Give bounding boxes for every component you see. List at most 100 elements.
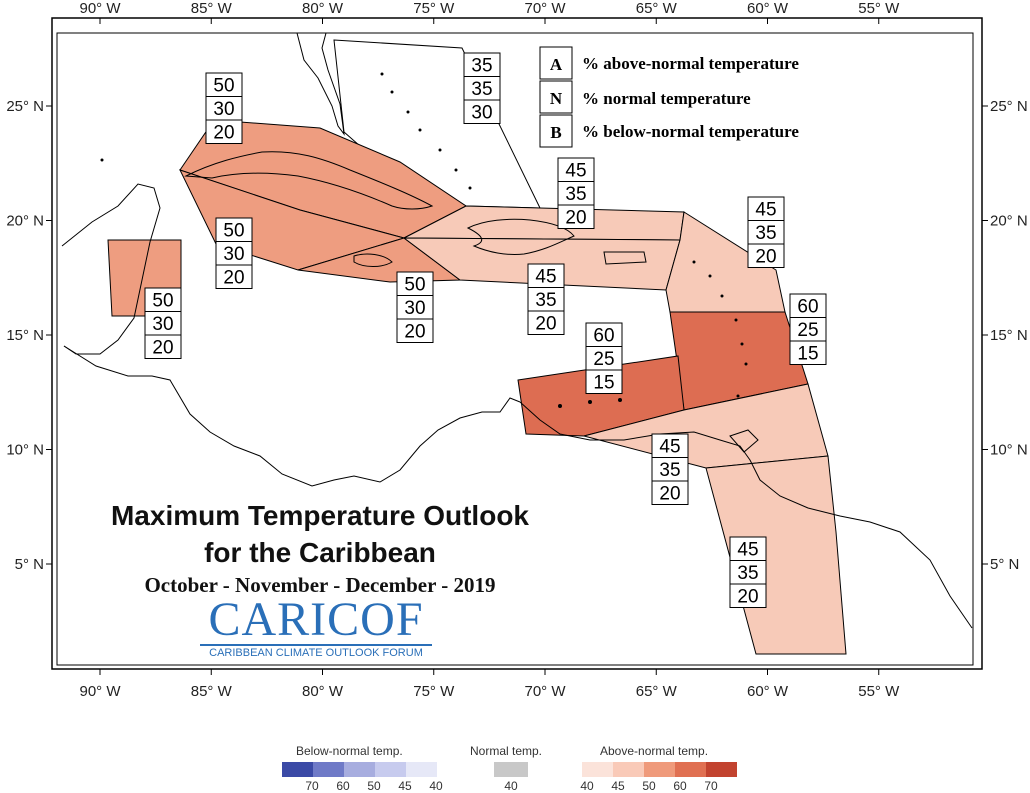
prob-below: 15 — [593, 373, 614, 394]
prob-below: 20 — [404, 322, 425, 343]
lon-label-bottom: 65° W — [636, 683, 678, 700]
small-islands — [100, 72, 748, 408]
legend-above-swatch — [613, 762, 644, 777]
coast-puerto-rico — [603, 251, 647, 265]
lon-label-top: 55° W — [858, 0, 900, 17]
lat-label-right: 20° N — [990, 213, 1028, 230]
prob-above: 60 — [797, 297, 818, 318]
lon-label-top: 60° W — [747, 0, 789, 17]
logo-wordmark: CARICOF — [208, 593, 424, 646]
key: A N B % above-normal temperature % norma… — [539, 46, 799, 148]
prob-below: 30 — [471, 103, 492, 124]
lon-label-top: 90° W — [79, 0, 121, 17]
legend-below-swatch — [375, 762, 406, 777]
prob-normal: 35 — [755, 223, 776, 244]
prob-below: 20 — [737, 587, 758, 608]
lat-label-right: 25° N — [990, 98, 1028, 115]
lon-label-bottom: 60° W — [747, 683, 789, 700]
prob-normal: 25 — [593, 349, 614, 370]
legend-below-swatch — [282, 762, 313, 777]
coast-central-america — [63, 345, 521, 487]
season-label: October - November - December - 2019 — [144, 573, 496, 597]
legend-above-level: 70 — [704, 779, 718, 793]
lon-label-bottom: 55° W — [858, 683, 900, 700]
legend-below-level: 50 — [367, 779, 381, 793]
coastlines — [61, 32, 973, 629]
legend-above-caption: Above-normal temp. — [600, 744, 709, 758]
legend-below-swatch — [406, 762, 437, 777]
prob-normal: 25 — [797, 320, 818, 341]
prob-above: 45 — [737, 540, 758, 561]
lat-label-left: 15° N — [6, 327, 44, 344]
legend-below-caption: Below-normal temp. — [296, 744, 403, 758]
legend-below-swatch — [313, 762, 344, 777]
coast-cuba — [184, 151, 434, 210]
prob-normal: 35 — [535, 290, 556, 311]
lat-label-left: 20° N — [6, 213, 44, 230]
key-text-normal: % normal temperature — [582, 89, 751, 108]
prob-normal: 30 — [404, 298, 425, 319]
coast-jamaica — [353, 253, 393, 267]
legend-below-level: 45 — [398, 779, 412, 793]
legend-above-swatch — [675, 762, 706, 777]
lon-label-top: 70° W — [524, 0, 566, 17]
lon-label-bottom: 80° W — [302, 683, 344, 700]
legend-above-level: 50 — [642, 779, 656, 793]
legend-normal-swatch — [494, 762, 528, 777]
lon-label-bottom: 85° W — [191, 683, 233, 700]
coast-venezuela — [519, 401, 973, 629]
lat-label-left: 5° N — [15, 556, 44, 573]
legend-above-swatch — [644, 762, 675, 777]
key-text-above: % above-normal temperature — [582, 54, 799, 73]
legend-normal-caption: Normal temp. — [470, 744, 543, 758]
longitude-ticks: 90° W 90° W 85° W 85° W 80° W 80° W 75° W 75° W… — [79, 0, 900, 700]
prob-normal: 30 — [152, 314, 173, 335]
legend-above-swatch — [706, 762, 737, 777]
prob-normal: 35 — [659, 460, 680, 481]
legend-below-level: 40 — [429, 779, 443, 793]
prob-above: 50 — [223, 221, 244, 242]
prob-above: 50 — [152, 291, 173, 312]
prob-below: 20 — [223, 268, 244, 289]
lon-label-top: 75° W — [413, 0, 455, 17]
coast-yucatan — [61, 183, 161, 355]
caricof-logo: CARICOF CARIBBEAN CLIMATE OUTLOOK FORUM — [200, 593, 432, 660]
color-legend — [282, 762, 737, 777]
lat-label-right: 15° N — [990, 327, 1028, 344]
prob-above: 45 — [659, 437, 680, 458]
legend-above-swatch — [582, 762, 613, 777]
prob-above: 45 — [755, 200, 776, 221]
lon-label-top: 65° W — [636, 0, 678, 17]
prob-below: 20 — [755, 247, 776, 268]
map-title: Maximum Temperature Outlook — [110, 500, 529, 531]
lat-label-left: 25° N — [6, 98, 44, 115]
lat-label-right: 5° N — [990, 556, 1019, 573]
prob-below: 20 — [535, 314, 556, 335]
key-text-below: % below-normal temperature — [582, 122, 799, 141]
prob-below: 20 — [565, 208, 586, 229]
prob-above: 45 — [535, 267, 556, 288]
region-guianas — [705, 455, 847, 655]
prob-above: 60 — [593, 326, 614, 347]
legend-normal-level: 40 — [504, 779, 518, 793]
prob-normal: 30 — [223, 244, 244, 265]
lon-label-top: 80° W — [302, 0, 344, 17]
legend-below-level: 70 — [305, 779, 319, 793]
lon-label-top: 85° W — [191, 0, 233, 17]
prob-above: 35 — [471, 56, 492, 77]
coast-florida — [296, 32, 345, 136]
lat-label-left: 10° N — [6, 442, 44, 459]
